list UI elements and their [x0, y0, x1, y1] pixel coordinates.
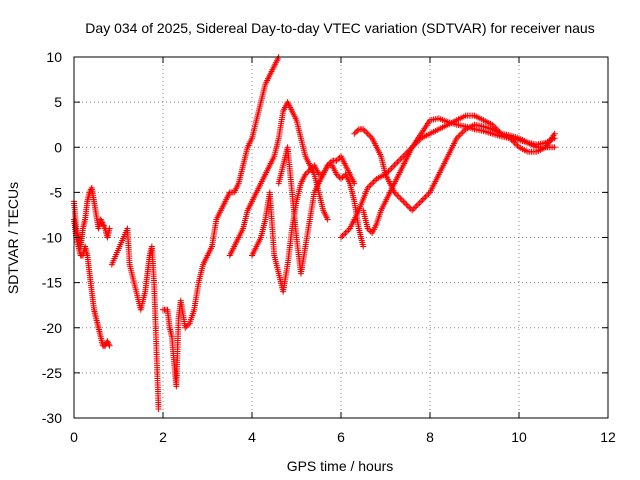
data-point [351, 180, 358, 187]
data-point [343, 228, 350, 235]
x-tick-label: 4 [248, 429, 256, 445]
axis-ticks: 0 2 4 6 8 10 12 -30 -25 -20 -15 -10 -5 0 5 10 [42, 49, 616, 445]
data-point [400, 198, 407, 205]
data-points [71, 54, 558, 412]
y-tick-label: -10 [42, 230, 62, 246]
data-point [360, 243, 367, 250]
chart-title: Day 034 of 2025, Sidereal Day-to-day VTE… [85, 20, 594, 36]
data-point [415, 201, 422, 208]
data-point [388, 165, 395, 172]
data-point [419, 196, 426, 203]
y-tick-label: 0 [54, 139, 62, 155]
data-point [370, 178, 377, 185]
series-track-1 [71, 184, 113, 250]
y-tick-label: -20 [42, 320, 62, 336]
data-point [391, 162, 398, 169]
x-tick-label: 0 [70, 429, 78, 445]
data-point [551, 144, 558, 151]
x-axis-label: GPS time / hours [287, 458, 394, 474]
x-tick-label: 6 [337, 429, 345, 445]
data-point [338, 234, 344, 241]
data-point [422, 193, 429, 200]
data-point [511, 139, 518, 146]
data-point [395, 157, 402, 164]
x-tick-label: 10 [511, 429, 527, 445]
data-point [397, 195, 404, 202]
data-point [367, 181, 374, 188]
data-point [406, 204, 413, 211]
data-point [416, 199, 423, 206]
data-point [360, 126, 367, 133]
data-point [324, 216, 331, 223]
x-tick-label: 8 [426, 429, 434, 445]
x-tick-label: 12 [600, 429, 616, 445]
x-tick-label: 2 [159, 429, 167, 445]
series-track-8 [351, 121, 558, 214]
data-point [335, 156, 342, 163]
data-point [106, 342, 113, 349]
data-point [394, 192, 401, 199]
series-track-4 [160, 54, 282, 390]
data-point [456, 132, 463, 139]
data-point [410, 205, 417, 212]
series-track-5 [226, 99, 331, 259]
data-point [361, 127, 368, 134]
data-point [369, 180, 376, 187]
data-point [340, 231, 347, 238]
series-track-10 [338, 112, 558, 241]
data-point [412, 204, 419, 211]
data-point [333, 157, 340, 164]
data-point [421, 195, 428, 202]
data-point [404, 202, 411, 209]
y-tick-label: 10 [46, 49, 62, 65]
data-point [354, 127, 361, 134]
data-point [551, 130, 558, 137]
series-track-2 [71, 216, 113, 349]
data-point [424, 192, 431, 199]
series-track-7 [275, 144, 358, 277]
data-point [413, 202, 420, 209]
data-point [395, 193, 402, 200]
data-point [459, 129, 466, 136]
y-tick-label: 5 [54, 94, 62, 110]
data-point [389, 163, 396, 170]
data-point [339, 174, 346, 181]
data-point [352, 129, 359, 136]
data-point [364, 130, 371, 137]
data-point [155, 405, 162, 412]
data-point [403, 201, 410, 208]
data-point [401, 199, 408, 206]
y-tick-label: -30 [42, 410, 62, 426]
y-tick-label: -5 [50, 184, 63, 200]
data-point [338, 175, 344, 182]
series-track-3 [108, 225, 162, 412]
data-point [458, 130, 465, 137]
data-point [342, 229, 349, 236]
y-tick-label: -25 [42, 365, 62, 381]
data-point [392, 160, 399, 167]
data-point [339, 232, 346, 239]
data-point [351, 130, 358, 137]
data-point [106, 225, 113, 232]
data-point [409, 207, 416, 214]
data-point [513, 141, 520, 148]
data-point [418, 198, 425, 205]
data-point [363, 129, 370, 136]
data-point [366, 132, 373, 139]
y-axis-label: SDTVAR / TECUs [5, 182, 21, 294]
data-point [398, 196, 405, 203]
y-tick-label: -15 [42, 275, 62, 291]
data-point [394, 159, 401, 166]
